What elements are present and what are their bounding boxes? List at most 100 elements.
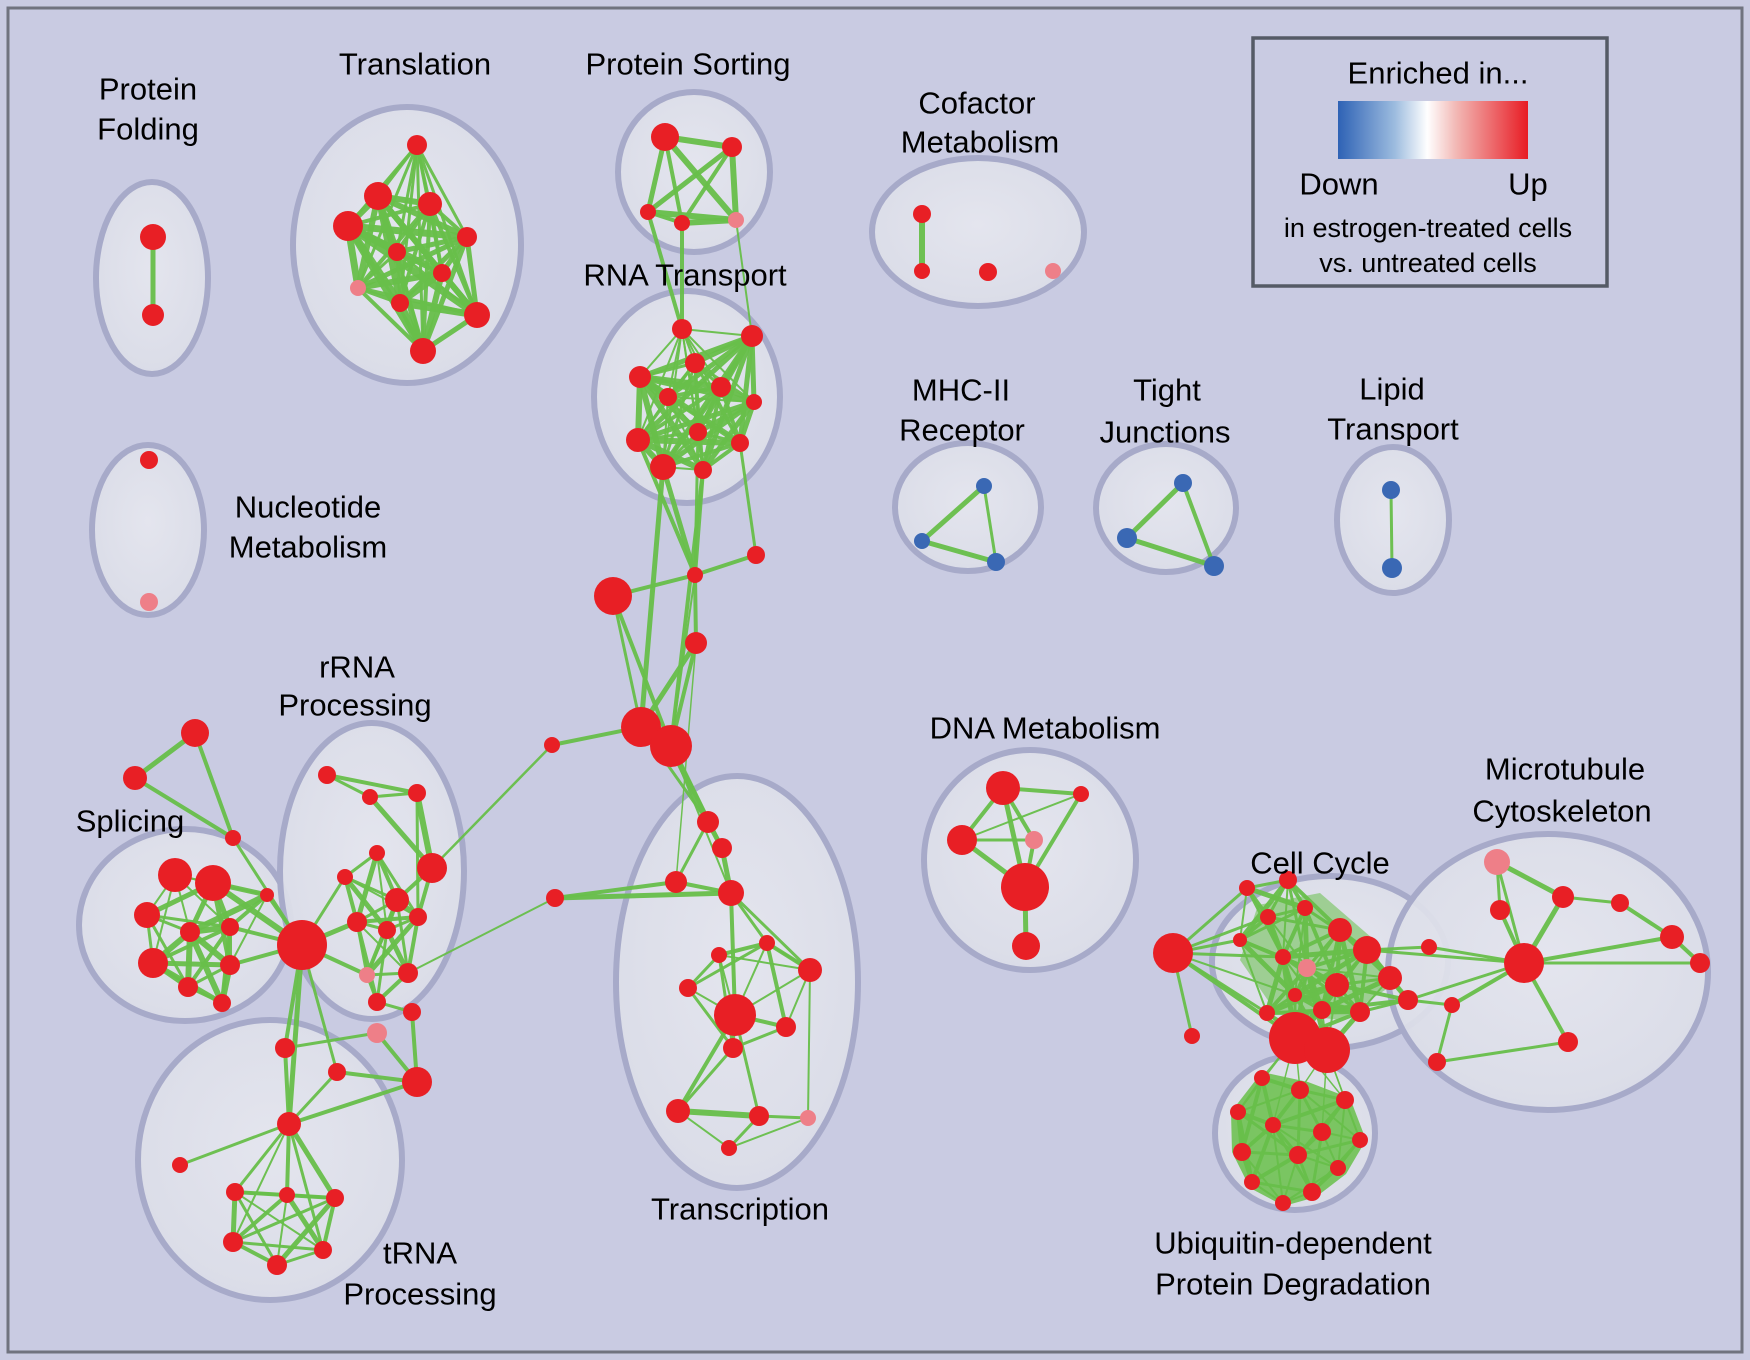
gene-set-node-up (685, 632, 707, 654)
network-edge (1272, 1124, 1284, 1204)
gene-set-node-up (650, 454, 676, 480)
gene-set-node-up-weak (1025, 831, 1043, 849)
gene-set-node-up-weak (1298, 959, 1316, 977)
network-edge (367, 794, 435, 871)
gene-set-node-up (1184, 1028, 1200, 1044)
gene-set-node-up-weak (1484, 849, 1510, 875)
network-edge (1435, 1040, 1570, 1064)
cluster-label: Ubiquitin-dependent (1154, 1226, 1432, 1261)
gene-set-node-up (464, 302, 490, 328)
gene-set-node-up (378, 921, 396, 939)
network-edge (676, 1046, 735, 1113)
legend-up-label: Up (1508, 167, 1548, 202)
gene-set-node-up (741, 325, 763, 347)
cluster-ellipse-mhc-ii-receptor (892, 440, 1044, 574)
gene-set-node-up (457, 227, 477, 247)
network-edge (1238, 906, 1307, 942)
gene-set-node-up (687, 567, 703, 583)
gene-set-node-up (1259, 1005, 1275, 1021)
gene-set-node-up (798, 958, 822, 982)
gene-set-node-up (277, 920, 327, 970)
gene-set-node-up (1421, 939, 1437, 955)
gene-set-node-up (711, 377, 731, 397)
network-edge (232, 1123, 290, 1243)
gene-set-node-up (1289, 1146, 1307, 1164)
gene-set-node-up (402, 1067, 432, 1097)
network-edge (344, 222, 481, 319)
gene-set-node-up (1325, 973, 1349, 997)
network-edge (1292, 947, 1370, 998)
gene-set-node-up (1297, 900, 1313, 916)
cluster-label: Microtubule (1485, 752, 1645, 787)
gene-set-node-up (544, 737, 560, 753)
gene-set-node-up (403, 1003, 421, 1021)
gene-set-node-up (711, 947, 727, 963)
network-edge (284, 1192, 326, 1253)
cluster-ellipse-trna-processing (135, 1017, 405, 1303)
network-edge (1522, 935, 1674, 965)
gene-set-node-up-weak (800, 1110, 816, 1126)
figure-frame (6, 6, 1744, 1354)
gene-set-node-up (181, 719, 209, 747)
gene-set-node-up (1611, 894, 1629, 912)
network-edge (646, 210, 684, 331)
gene-set-node-up (140, 224, 166, 250)
network-edge (729, 144, 739, 223)
network-edge (287, 1122, 325, 1252)
network-edge (636, 438, 697, 577)
gene-set-node-up (1378, 966, 1402, 990)
network-edge (1181, 481, 1216, 568)
network-edge (394, 234, 470, 255)
network-edge (231, 1196, 337, 1244)
cluster-label: Processing (278, 688, 431, 723)
cluster-label: Metabolism (229, 530, 388, 565)
gene-set-node-up (1350, 1002, 1370, 1022)
network-edge (1302, 905, 1310, 971)
gene-set-node-up (1275, 1195, 1291, 1211)
gene-set-node-down (1382, 481, 1400, 499)
gene-set-node-up (640, 204, 656, 220)
cluster-label: Cell Cycle (1250, 846, 1390, 881)
gene-set-node-up (388, 243, 406, 261)
gene-set-node-up (314, 1241, 332, 1259)
gene-set-node-down (914, 533, 930, 549)
network-edge (376, 852, 388, 931)
network-nodes (123, 123, 1710, 1275)
network-edge (286, 942, 305, 1127)
gene-set-node-up (385, 888, 409, 912)
network-edge (735, 219, 753, 337)
network-edge (355, 270, 445, 291)
cluster-label: Transport (1327, 412, 1459, 447)
cluster-ellipse-transcription (613, 773, 861, 1191)
gene-set-node-up (629, 366, 651, 388)
network-edge (1172, 952, 1296, 996)
cluster-label: Receptor (899, 413, 1025, 448)
gene-set-node-up (1073, 786, 1089, 802)
cluster-label: Tight (1133, 373, 1201, 408)
legend-caption-line2: vs. untreated cells (1319, 248, 1537, 278)
gene-set-node-up (407, 135, 427, 155)
network-edge (375, 928, 389, 1004)
legend-caption-line1: in estrogen-treated cells (1284, 213, 1572, 243)
gene-set-node-up (674, 215, 690, 231)
network-edge (415, 791, 420, 919)
network-edge (807, 969, 811, 1119)
cluster-label: Splicing (76, 804, 185, 839)
network-edge (1264, 954, 1286, 1016)
gene-set-node-up (721, 1140, 737, 1156)
network-edge (660, 464, 698, 578)
gene-set-node-up (650, 725, 692, 767)
legend-box (1251, 36, 1609, 288)
gene-set-node-up (947, 825, 977, 855)
gene-set-node-up-weak (367, 1023, 387, 1043)
gene-set-node-up (1428, 1053, 1446, 1071)
gene-set-node-up (333, 211, 363, 241)
gene-set-node-up (626, 428, 650, 452)
gene-set-node-up (1328, 918, 1352, 942)
network-edge (1365, 948, 1526, 965)
gene-set-node-up (433, 264, 451, 282)
network-edge (663, 135, 684, 225)
network-edge (729, 891, 812, 972)
gene-set-node-up (1254, 1070, 1270, 1086)
cluster-label: Lipid (1359, 372, 1425, 407)
